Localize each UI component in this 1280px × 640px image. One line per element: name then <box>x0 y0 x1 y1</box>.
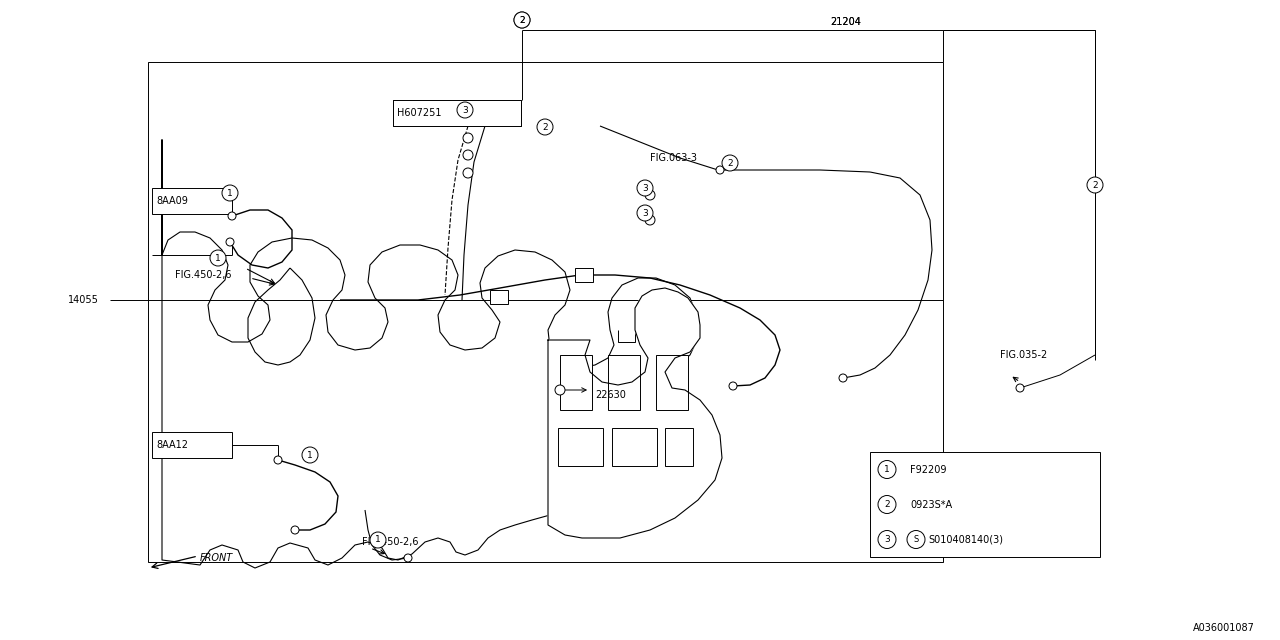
Text: H607251: H607251 <box>397 108 442 118</box>
Circle shape <box>538 119 553 135</box>
Text: 2: 2 <box>727 159 733 168</box>
Circle shape <box>210 250 227 266</box>
Text: 2: 2 <box>520 15 525 24</box>
Circle shape <box>463 168 474 178</box>
Bar <box>393 100 521 126</box>
Bar <box>666 428 692 466</box>
Circle shape <box>838 374 847 382</box>
Text: F92209: F92209 <box>910 465 946 474</box>
Bar <box>561 355 593 410</box>
Circle shape <box>645 190 655 200</box>
Circle shape <box>227 238 234 246</box>
Text: 2: 2 <box>543 122 548 131</box>
Text: 21204: 21204 <box>829 17 861 27</box>
Circle shape <box>515 12 530 28</box>
Text: FRONT: FRONT <box>200 553 233 563</box>
Circle shape <box>637 205 653 221</box>
Bar <box>575 268 593 282</box>
Circle shape <box>722 155 739 171</box>
Text: 8AA12: 8AA12 <box>156 440 188 450</box>
Text: 2: 2 <box>1092 180 1098 189</box>
Text: 1: 1 <box>307 451 312 460</box>
Text: H607251: H607251 <box>397 108 442 118</box>
Bar <box>393 100 521 126</box>
Bar <box>490 290 508 304</box>
Circle shape <box>291 526 300 534</box>
Polygon shape <box>548 288 722 538</box>
Bar <box>870 452 1100 557</box>
Text: 21204: 21204 <box>829 17 861 27</box>
Circle shape <box>716 166 724 174</box>
Circle shape <box>1087 177 1103 193</box>
Bar <box>608 355 640 410</box>
Circle shape <box>515 12 530 28</box>
Text: 0923S*A: 0923S*A <box>910 499 952 509</box>
Text: 14055: 14055 <box>68 295 99 305</box>
Circle shape <box>221 185 238 201</box>
Text: 22630: 22630 <box>595 390 626 400</box>
Circle shape <box>908 531 925 548</box>
Bar <box>612 428 657 466</box>
Text: 3: 3 <box>643 184 648 193</box>
Text: 3: 3 <box>462 106 468 115</box>
Text: FIG.035-2: FIG.035-2 <box>1000 350 1047 360</box>
Text: FIG.450-2,6: FIG.450-2,6 <box>362 537 419 547</box>
Circle shape <box>878 495 896 513</box>
Text: 3: 3 <box>884 535 890 544</box>
Text: 8AA09: 8AA09 <box>156 196 188 206</box>
Text: 1: 1 <box>375 536 381 545</box>
Circle shape <box>302 447 317 463</box>
Circle shape <box>645 215 655 225</box>
Circle shape <box>370 532 387 548</box>
Circle shape <box>730 382 737 390</box>
Circle shape <box>463 133 474 143</box>
Text: FIG.063-3: FIG.063-3 <box>650 153 698 163</box>
Circle shape <box>463 150 474 160</box>
Polygon shape <box>163 140 698 568</box>
Text: 1: 1 <box>215 253 221 262</box>
Circle shape <box>637 180 653 196</box>
Circle shape <box>228 212 236 220</box>
Text: 2: 2 <box>884 500 890 509</box>
Circle shape <box>457 102 474 118</box>
Circle shape <box>878 531 896 548</box>
Text: 2: 2 <box>520 15 525 24</box>
Bar <box>148 62 943 562</box>
Circle shape <box>878 461 896 479</box>
Text: FIG.450-2,6: FIG.450-2,6 <box>175 270 232 280</box>
Text: S010408140(3): S010408140(3) <box>928 534 1004 545</box>
Bar <box>152 432 232 458</box>
Text: 3: 3 <box>643 209 648 218</box>
Text: 1: 1 <box>884 465 890 474</box>
Circle shape <box>1016 384 1024 392</box>
Text: 1: 1 <box>227 189 233 198</box>
Circle shape <box>556 385 564 395</box>
Text: S: S <box>914 535 919 544</box>
Circle shape <box>274 456 282 464</box>
Bar <box>152 188 232 214</box>
Bar <box>558 428 603 466</box>
Circle shape <box>404 554 412 562</box>
Text: A036001087: A036001087 <box>1193 623 1254 633</box>
Bar <box>657 355 689 410</box>
